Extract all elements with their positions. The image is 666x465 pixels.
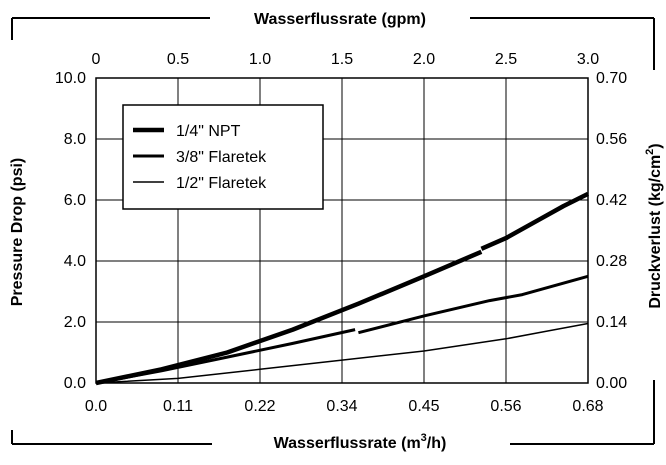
x-top-tick-label: 1.0	[249, 51, 271, 68]
y-right-tick-label: 0.14	[596, 314, 627, 331]
x-top-tick-label: 2.5	[495, 51, 517, 68]
series-line	[95, 328, 356, 385]
y-right-tick-label: 0.42	[596, 192, 627, 209]
x-bottom-tick-label: 0.45	[408, 398, 439, 415]
y-left-tick-label: 2.0	[64, 314, 86, 331]
x-top-tick-label: 1.5	[331, 51, 353, 68]
bottom-axis-title-main: Wasserflussrate (m	[274, 435, 421, 452]
bottom-axis-title: Wasserflussrate (m3/h)	[274, 432, 447, 452]
legend-label: 1/2" Flaretek	[176, 175, 267, 192]
legend-label: 1/4" NPT	[176, 123, 241, 140]
x-bottom-tick-label: 0.34	[326, 398, 357, 415]
legend-label: 3/8" Flaretek	[176, 149, 267, 166]
x-top-tick-label: 0	[92, 51, 101, 68]
series-line	[358, 274, 589, 335]
legend-items: 1/4" NPT 3/8" Flaretek 1/2" Flaretek	[133, 123, 267, 192]
y-left-tick-label: 6.0	[64, 192, 86, 209]
legend: 1/4" NPT 3/8" Flaretek 1/2" Flaretek	[122, 104, 324, 210]
right-axis-title-tail: )	[647, 143, 664, 148]
x-top-tick-label: 2.0	[413, 51, 435, 68]
y-right-tick-label: 0.28	[596, 253, 627, 270]
y-right-tick-label: 0.56	[596, 131, 627, 148]
x-bottom-tick-label: 0.68	[572, 398, 603, 415]
y-right-tick-label: 0.70	[596, 70, 627, 87]
plot-area-border	[95, 77, 589, 384]
x-bottom-tick-label: 0.11	[163, 398, 193, 415]
x-bottom-tick-label: 0.0	[85, 398, 107, 415]
outer-frame	[11, 17, 655, 445]
y-left-tick-label: 0.0	[64, 375, 86, 392]
right-axis-title-sup: 2	[644, 149, 656, 155]
series-lines	[95, 191, 589, 386]
y-left-tick-label: 4.0	[64, 253, 86, 270]
x-bottom-tick-label: 0.22	[244, 398, 275, 415]
right-axis-title-main: Druckverlust (kg/cm	[647, 155, 664, 309]
y-left-tick-label: 8.0	[64, 131, 86, 148]
y-right-tick-label: 0.00	[596, 375, 627, 392]
tick-labels: 0.0 0.11 0.22 0.34 0.45 0.56 0.68 0 0.5 1.0 1.5 2.0…	[55, 51, 627, 415]
x-top-tick-label: 0.5	[167, 51, 189, 68]
right-axis-title: Druckverlust (kg/cm2)	[644, 143, 664, 308]
left-axis-title: Pressure Drop (psi)	[9, 158, 26, 306]
y-left-tick-label: 10.0	[55, 70, 86, 87]
series-line	[480, 191, 589, 251]
x-bottom-tick-label: 0.56	[490, 398, 521, 415]
bottom-axis-title-tail: /h)	[427, 435, 447, 452]
series-line	[95, 322, 589, 384]
grid	[95, 77, 589, 384]
bottom-axis-title-sup: 3	[421, 432, 427, 444]
x-top-tick-label: 3.0	[577, 51, 599, 68]
top-axis-title: Wasserflussrate (gpm)	[254, 11, 426, 28]
